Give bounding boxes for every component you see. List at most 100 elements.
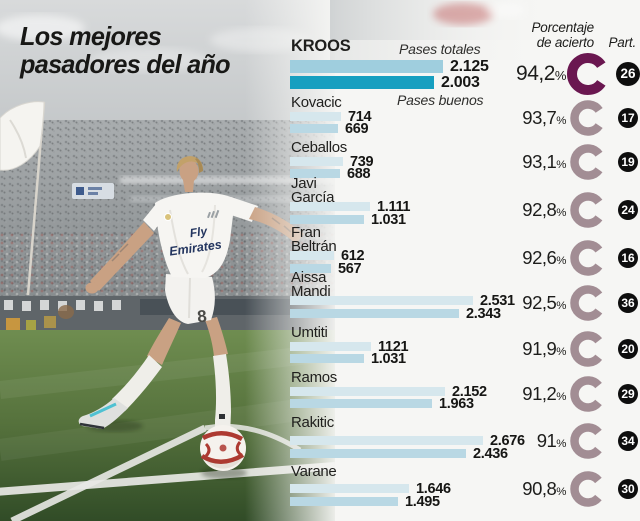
pases-buenos-value: 2.343 [466,305,501,322]
pases-totales-value: 739 [350,153,374,170]
accuracy-header-line2: de acierto [536,35,594,50]
accuracy-value: 91% [476,429,567,453]
pases-totales-bar [290,251,334,260]
ball-shadow [201,467,247,479]
percent-sign: % [554,68,567,83]
accuracy-number: 93,1 [522,151,557,172]
accuracy-ring [570,240,603,276]
accuracy-number: 93,7 [522,107,557,128]
pases-buenos-bar [290,124,338,133]
accuracy-ring [570,471,602,507]
player-name-line: García [291,188,335,206]
led-sign [72,183,114,199]
accuracy-ring-arc [570,423,602,459]
player-name-line: Mandi [291,282,331,300]
participation-badge: 16 [618,248,638,268]
ball [200,425,246,471]
pases-totales-bar [290,436,483,445]
pases-totales-value: 1.111 [377,198,411,215]
accuracy-number: 94,2 [516,62,555,85]
player-left-leg [147,318,181,365]
participation-badge: 17 [618,108,638,128]
player-name: Varane [291,463,337,480]
pases-totales-value: 2.152 [452,383,487,400]
accuracy-ring [567,53,606,95]
pases-buenos-value: 2.003 [441,73,480,91]
accuracy-value: 90,8% [476,477,566,501]
pases-buenos-bar [290,497,398,506]
brand-stripes [207,209,220,219]
accuracy-ring-arc [570,144,603,180]
pases-buenos-bar [290,169,340,178]
accuracy-ring-arc [570,100,603,136]
percent-sign: % [556,207,566,219]
accuracy-number: 91 [536,430,557,451]
page-title-line2: pasadores del año [20,48,231,79]
player-name: Fran Beltrán [291,224,337,255]
accuracy-value: 91,2% [476,382,566,406]
percent-sign: % [556,438,566,450]
participation-badge: 34 [618,431,638,451]
club-crest [164,213,172,221]
jersey-sponsor-line1: Fly [189,224,209,240]
accuracy-value: 92,8% [476,198,566,222]
pases-totales-bar [290,202,370,211]
accuracy-number: 91,2 [522,383,557,404]
percent-sign: % [556,159,566,171]
player-name-line: Aissa [291,269,327,286]
percent-sign: % [556,255,566,267]
accuracy-number: 92,5 [522,292,557,313]
accuracy-ring [570,100,603,136]
accuracy-ring-arc [570,240,603,276]
player-name-line: Javi [291,175,317,192]
player-name: Umtiti [291,325,328,339]
pases-totales-value: 1.646 [416,480,451,497]
percent-sign: % [556,486,566,498]
page-title-line1: Los mejores [20,21,162,52]
corner-flag [0,101,46,296]
player-right-leg [205,317,228,357]
player-name: Aissa Mandi [291,269,331,300]
accuracy-number: 91,9 [522,338,557,359]
percent-sign: % [556,346,566,358]
player-name-line: Fran [291,224,321,241]
player-name: Javi García [291,175,335,206]
pases-totales-value: 2.676 [490,432,525,449]
player-name: Kovacic [291,94,342,111]
player-name-line: Kovacic [291,94,342,111]
pases-totales-value: 2.531 [480,292,515,309]
participation-badge: 30 [618,479,638,499]
percent-sign: % [556,115,566,127]
pases-totales-value: 612 [341,247,365,264]
pases-totales-bar [290,387,445,396]
player-name-line: Beltrán [291,237,337,255]
pases-buenos-bar [290,309,459,318]
accuracy-ring [570,192,603,228]
percent-sign: % [556,300,566,312]
player-name-line: Ceballos [291,139,347,156]
pases-buenos-bar [290,354,364,363]
player-head [179,159,199,183]
player-name-line: Varane [291,463,337,480]
pases-buenos-value: 2.436 [473,445,508,462]
pases-totales-bar [290,342,371,351]
accuracy-value: 93,7% [476,106,566,130]
pases-totales-bar [290,296,473,305]
player-name-line: Ramos [291,369,338,386]
pases-buenos-value: 688 [347,165,371,182]
accuracy-value: 94,2% [476,62,566,86]
participation-badge: 20 [618,339,638,359]
pases-buenos-bar [290,215,364,224]
participation-badge: 26 [616,62,640,86]
player-name-line: Rakitic [291,414,334,431]
pases-totales-bar [290,484,409,493]
accuracy-ring-arc [567,53,606,95]
accuracy-ring [570,144,603,180]
accuracy-ring [570,331,603,367]
pases-buenos-bar [290,399,432,408]
accuracy-value: 92,6% [476,246,566,270]
accuracy-number: 92,8 [522,199,557,220]
page-title: Los mejores pasadores del año [20,21,231,79]
pases-buenos-value: 669 [345,120,369,137]
